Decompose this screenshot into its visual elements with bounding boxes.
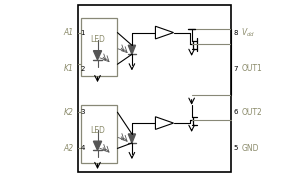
Text: 4: 4 [80, 145, 85, 151]
Text: 6: 6 [233, 109, 238, 115]
Text: $V_{dd}$: $V_{dd}$ [242, 26, 255, 39]
Text: 2: 2 [80, 66, 85, 72]
Text: K2: K2 [64, 108, 74, 117]
Polygon shape [93, 51, 102, 60]
Text: A2: A2 [64, 144, 74, 153]
Polygon shape [128, 134, 136, 143]
Polygon shape [93, 141, 102, 150]
Bar [78, 5, 232, 172]
Text: 7: 7 [233, 66, 238, 72]
Text: 8: 8 [233, 30, 238, 36]
Text: LED: LED [90, 35, 105, 44]
Text: K1: K1 [64, 64, 74, 73]
Text: 1: 1 [80, 30, 85, 36]
Text: LED: LED [90, 126, 105, 135]
Bar [81, 105, 117, 163]
Text: GND: GND [242, 144, 259, 153]
Bar [81, 18, 117, 76]
Polygon shape [128, 45, 136, 54]
Text: 5: 5 [233, 145, 238, 151]
Text: 3: 3 [80, 109, 85, 115]
Text: OUT2: OUT2 [242, 108, 262, 117]
Text: OUT1: OUT1 [242, 64, 262, 73]
Text: A1: A1 [64, 28, 74, 37]
